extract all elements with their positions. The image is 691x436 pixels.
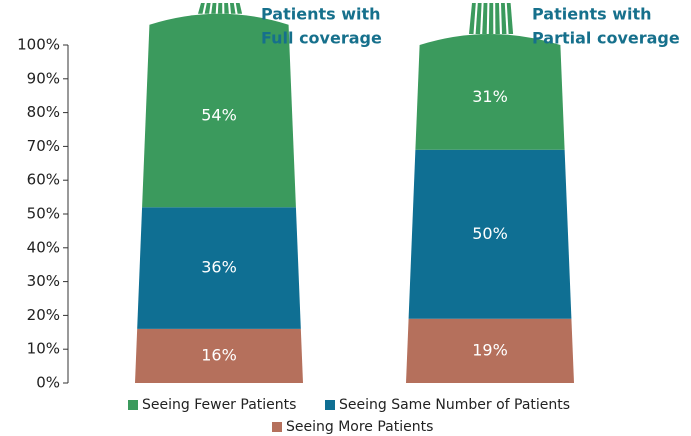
y-tick-label: 10% (27, 340, 60, 358)
tube-nozzle (495, 3, 500, 34)
tube-nozzle (230, 3, 236, 14)
tube-nozzle (224, 3, 229, 14)
tube-nozzle (501, 3, 507, 34)
tube-nozzle (211, 3, 216, 14)
category-label: Full coverage (261, 29, 382, 48)
y-tick-label: 0% (36, 374, 60, 392)
tube-nozzle (489, 3, 494, 34)
legend-label: Seeing More Patients (286, 419, 433, 435)
category-label: Partial coverage (532, 29, 680, 48)
legend-label: Seeing Same Number of Patients (339, 397, 570, 413)
category-label: Patients with (532, 5, 652, 24)
category-label: Patients with (261, 5, 381, 24)
legend-label: Seeing Fewer Patients (142, 397, 296, 413)
y-tick-label: 80% (27, 103, 60, 121)
tube-nozzle (482, 3, 487, 34)
legend-swatch (325, 400, 335, 410)
y-tick-label: 90% (27, 69, 60, 87)
tube-nozzle (218, 3, 223, 14)
y-tick-label: 70% (27, 137, 60, 155)
tube-nozzle (507, 3, 513, 34)
tube-nozzle (236, 3, 242, 14)
y-tick-label: 40% (27, 238, 60, 256)
y-tick-label: 50% (27, 205, 60, 223)
value-label: 19% (472, 340, 508, 359)
value-label: 50% (472, 224, 508, 243)
value-label: 16% (201, 345, 237, 364)
y-tick-label: 100% (17, 36, 60, 54)
tube-nozzle (476, 3, 482, 34)
chart: 0% 10% 20% 30% 40% 50% 60% 70% 80% 90% 100% 16% 36% 5… (0, 0, 691, 436)
tube-nozzle (205, 3, 211, 14)
value-label: 31% (472, 87, 508, 106)
value-label: 36% (201, 258, 237, 277)
value-label: 54% (201, 105, 237, 124)
y-tick-label: 60% (27, 171, 60, 189)
tube-nozzle (198, 3, 205, 14)
tube-nozzle (469, 3, 476, 34)
legend-swatch (128, 400, 138, 410)
y-tick-label: 20% (27, 306, 60, 324)
y-tick-label: 30% (27, 272, 60, 290)
legend-swatch (272, 422, 282, 432)
